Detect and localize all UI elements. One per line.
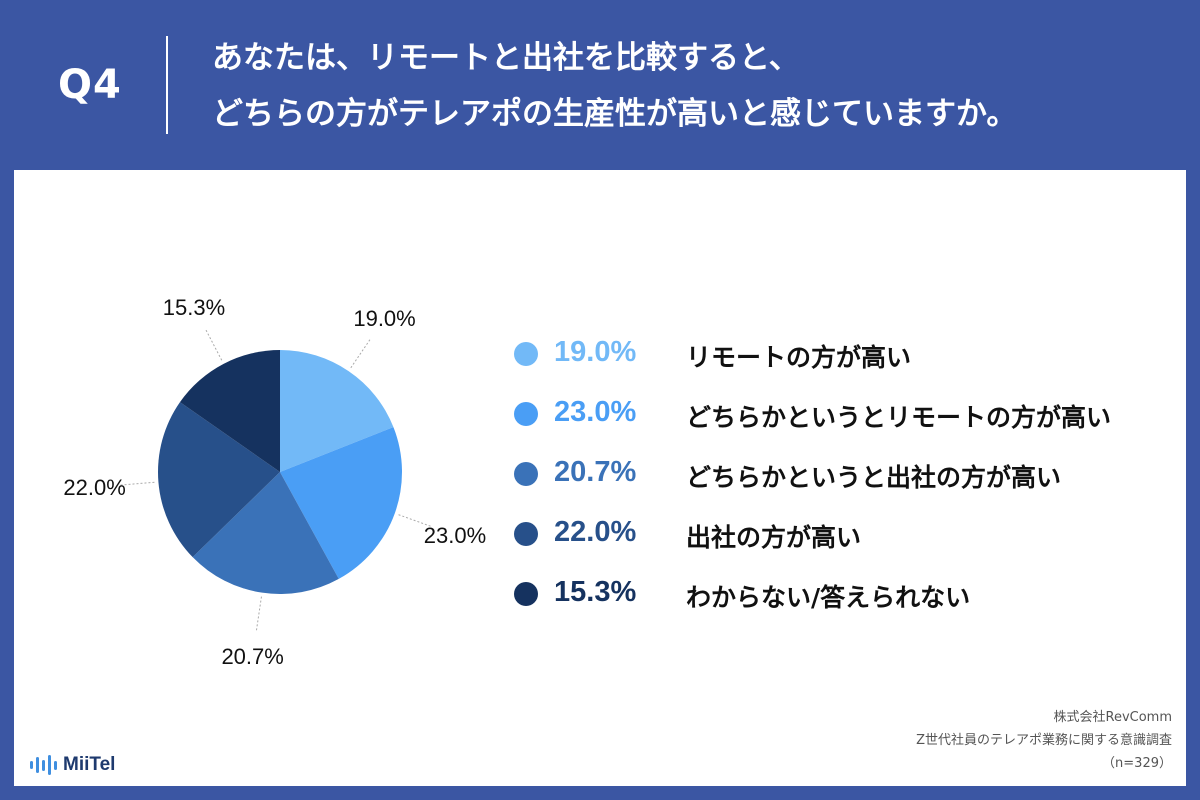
legend-dot (514, 342, 538, 366)
legend-dot (514, 582, 538, 606)
legend-dot (514, 522, 538, 546)
legend: 19.0% リモートの方が高い 23.0% どちらかというとリモートの方が高い … (514, 328, 1174, 628)
pie-value-label: 15.3% (163, 295, 225, 320)
legend-dot (514, 462, 538, 486)
legend-percent: 20.7% (554, 456, 637, 488)
sound-wave-icon (30, 755, 57, 775)
pie-chart: 19.0% 23.0% 20.7% 22.0% 15.3% (63, 295, 486, 669)
pie-slice (280, 427, 402, 579)
question-text: あなたは、リモートと出社を比較すると、 どちらの方がテレアポの生産性が高いと感じ… (212, 30, 1172, 142)
credit-sample: （n=329） (1102, 756, 1172, 771)
credit-company: 株式会社RevComm (1053, 710, 1173, 725)
leader-line (398, 514, 433, 528)
leader-line (255, 596, 262, 633)
question-line-2: どちらの方がテレアポの生産性が高いと感じていますか。 (212, 96, 1018, 132)
pie-value-label: 20.7% (221, 644, 283, 669)
legend-percent: 15.3% (554, 576, 637, 608)
legend-item: 22.0% 出社の方が高い (514, 508, 1174, 568)
pie-value-label: 23.0% (424, 523, 486, 548)
legend-percent: 19.0% (554, 336, 637, 368)
brand-logo: MiiTel (30, 752, 115, 778)
legend-label: わからない/答えられない (686, 583, 971, 612)
legend-percent: 22.0% (554, 516, 637, 548)
leader-line (350, 337, 372, 369)
leader-line (118, 481, 155, 486)
leader-line (204, 328, 223, 361)
pie-slice (192, 472, 339, 594)
question-number: Q4 (58, 62, 122, 108)
legend-item: 15.3% わからない/答えられない (514, 568, 1174, 628)
pie-value-label: 22.0% (63, 475, 125, 500)
legend-label: 出社の方が高い (686, 523, 862, 552)
pie-value-label: 19.0% (353, 306, 415, 331)
legend-dot (514, 402, 538, 426)
legend-label: リモートの方が高い (686, 343, 912, 372)
legend-item: 19.0% リモートの方が高い (514, 328, 1174, 388)
header-divider (166, 36, 168, 134)
legend-item: 23.0% どちらかというとリモートの方が高い (514, 388, 1174, 448)
credit-survey: Z世代社員のテレアポ業務に関する意識調査 (916, 733, 1172, 748)
logo-text: MiiTel (63, 754, 116, 775)
question-line-1: あなたは、リモートと出社を比較すると、 (212, 40, 800, 76)
legend-item: 20.7% どちらかというと出社の方が高い (514, 448, 1174, 508)
legend-percent: 23.0% (554, 396, 637, 428)
pie-slice (157, 402, 280, 558)
survey-credit: 株式会社RevComm Z世代社員のテレアポ業務に関する意識調査 （n=329） (916, 706, 1172, 775)
legend-label: どちらかというと出社の方が高い (686, 463, 1062, 492)
pie-slice (179, 350, 280, 472)
pie-slice (280, 350, 394, 472)
chart-panel: 19.0% 23.0% 20.7% 22.0% 15.3% 19.0% リモートの方が高… (14, 170, 1186, 786)
legend-label: どちらかというとリモートの方が高い (686, 403, 1112, 432)
header: Q4 あなたは、リモートと出社を比較すると、 どちらの方がテレアポの生産性が高い… (0, 0, 1200, 170)
